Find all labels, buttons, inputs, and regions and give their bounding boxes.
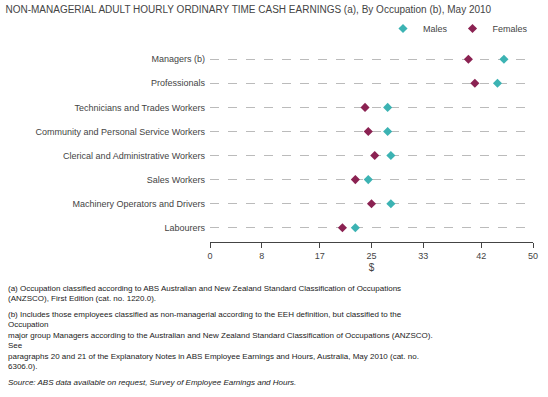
- svg-text:0: 0: [207, 251, 212, 261]
- svg-text:Technicians and Trades Workers: Technicians and Trades Workers: [75, 103, 206, 113]
- svg-text:(a) Occupation classified acco: (a) Occupation classified according to A…: [8, 284, 401, 303]
- svg-text:50: 50: [528, 251, 538, 261]
- svg-text:(b) Includes those employees c: (b) Includes those employees classified …: [8, 310, 433, 371]
- svg-text:Labourers: Labourers: [164, 223, 205, 233]
- svg-text:Professionals: Professionals: [151, 78, 206, 88]
- svg-text:Source: ABS data available on: Source: ABS data available on request, S…: [8, 378, 296, 387]
- svg-text:Managers (b): Managers (b): [151, 54, 205, 64]
- svg-text:17: 17: [315, 251, 325, 261]
- svg-text:42: 42: [476, 251, 486, 261]
- svg-text:Sales Workers: Sales Workers: [147, 175, 206, 185]
- svg-text:Clerical and Administrative Wo: Clerical and Administrative Workers: [63, 151, 205, 161]
- svg-text:Machinery Operators and Driver: Machinery Operators and Drivers: [72, 199, 205, 209]
- svg-text:$: $: [369, 262, 375, 273]
- svg-text:Females: Females: [493, 24, 528, 34]
- svg-text:25: 25: [366, 251, 376, 261]
- svg-text:Males: Males: [423, 24, 448, 34]
- svg-text:NON-MANAGERIAL ADULT HOURLY OR: NON-MANAGERIAL ADULT HOURLY ORDINARY TIM…: [5, 4, 491, 15]
- svg-text:33: 33: [418, 251, 428, 261]
- svg-text:8: 8: [259, 251, 264, 261]
- svg-text:Community and Personal Service: Community and Personal Service Workers: [36, 127, 206, 137]
